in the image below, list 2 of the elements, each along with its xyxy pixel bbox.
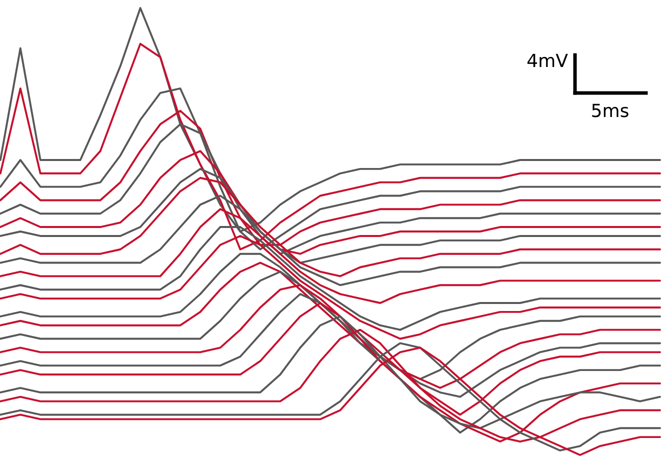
annotation: 5ms [592, 104, 628, 118]
annotation: 4mV [527, 54, 568, 67]
